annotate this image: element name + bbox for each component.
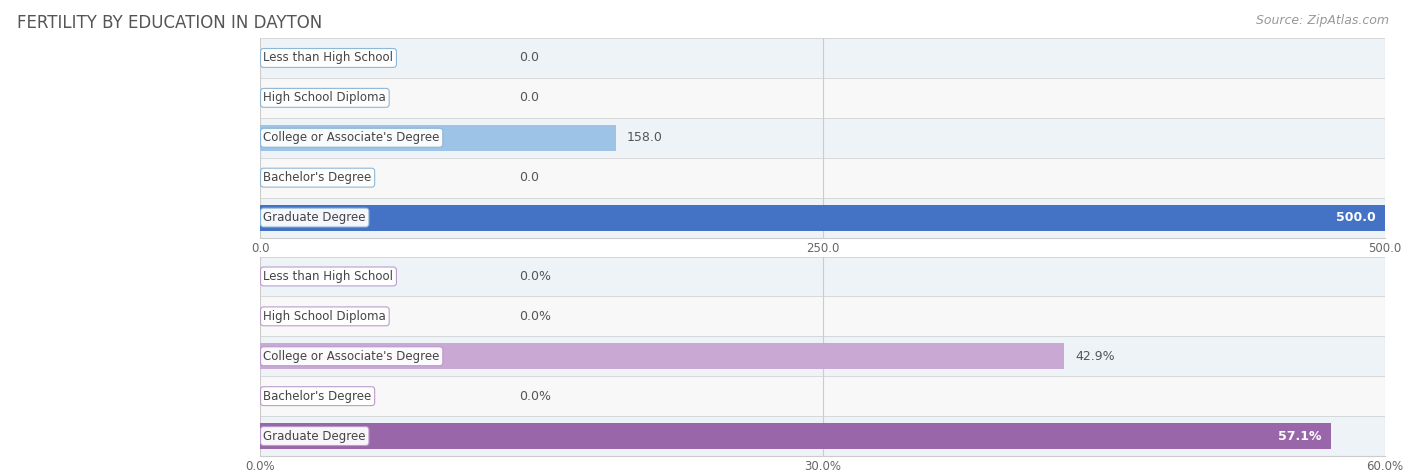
Text: College or Associate's Degree: College or Associate's Degree xyxy=(263,350,440,363)
Text: 500.0: 500.0 xyxy=(1336,211,1376,224)
Text: Source: ZipAtlas.com: Source: ZipAtlas.com xyxy=(1256,14,1389,27)
Bar xyxy=(260,125,616,151)
Bar xyxy=(260,336,1385,376)
Text: Graduate Degree: Graduate Degree xyxy=(263,211,366,224)
Bar xyxy=(260,38,1385,78)
Bar xyxy=(260,78,1385,118)
Bar xyxy=(260,118,1385,158)
Bar xyxy=(260,423,1330,449)
Text: Graduate Degree: Graduate Degree xyxy=(263,429,366,443)
Bar xyxy=(260,256,1385,296)
Text: High School Diploma: High School Diploma xyxy=(263,91,387,104)
Bar xyxy=(260,296,1385,336)
Text: 158.0: 158.0 xyxy=(627,131,662,144)
Text: Bachelor's Degree: Bachelor's Degree xyxy=(263,171,371,184)
Bar xyxy=(260,343,1064,369)
Text: 0.0: 0.0 xyxy=(519,171,538,184)
Text: 57.1%: 57.1% xyxy=(1278,429,1322,443)
Text: 42.9%: 42.9% xyxy=(1076,350,1115,363)
Text: 0.0%: 0.0% xyxy=(519,390,551,403)
Bar xyxy=(260,158,1385,198)
Bar xyxy=(260,376,1385,416)
Text: College or Associate's Degree: College or Associate's Degree xyxy=(263,131,440,144)
Text: 0.0%: 0.0% xyxy=(519,270,551,283)
Text: 0.0%: 0.0% xyxy=(519,310,551,323)
Text: Less than High School: Less than High School xyxy=(263,51,394,65)
Text: Bachelor's Degree: Bachelor's Degree xyxy=(263,390,371,403)
Text: 0.0: 0.0 xyxy=(519,91,538,104)
Text: Less than High School: Less than High School xyxy=(263,270,394,283)
Bar xyxy=(260,416,1385,456)
Text: High School Diploma: High School Diploma xyxy=(263,310,387,323)
Bar xyxy=(260,205,1385,230)
Text: FERTILITY BY EDUCATION IN DAYTON: FERTILITY BY EDUCATION IN DAYTON xyxy=(17,14,322,32)
Bar xyxy=(260,198,1385,238)
Text: 0.0: 0.0 xyxy=(519,51,538,65)
